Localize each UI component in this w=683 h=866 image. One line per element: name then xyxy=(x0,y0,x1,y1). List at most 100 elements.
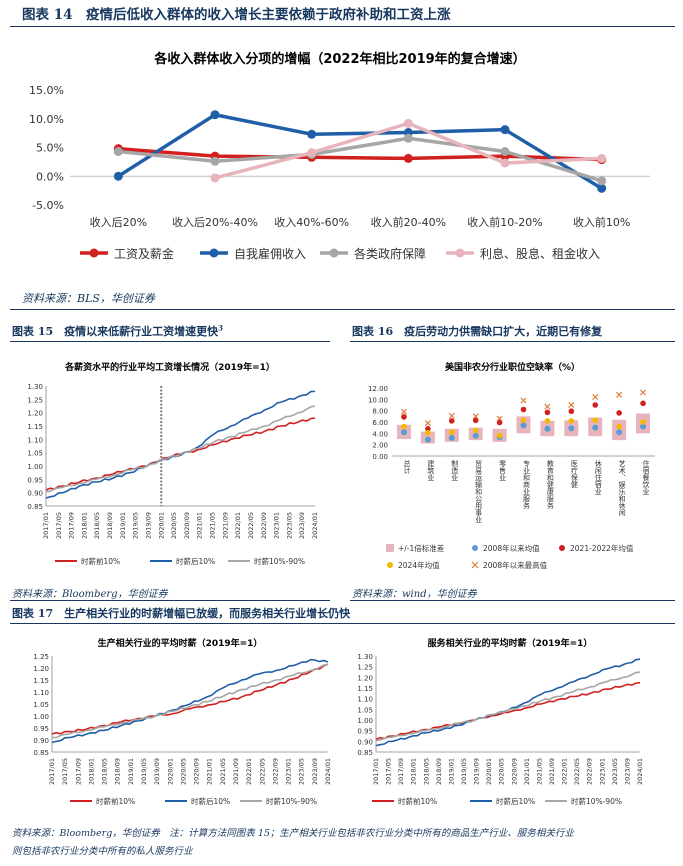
svg17b-x-tick-label: 2022/05 xyxy=(573,758,581,785)
svg15-series-line xyxy=(45,390,316,499)
fig14-legend-label: 自我雇佣收入 xyxy=(234,246,306,261)
fig16-mean-2008-point xyxy=(592,424,599,431)
svg17a-y-tick-label: 1.10 xyxy=(33,689,49,697)
fig17a-chart-title: 生产相关行业的平均时薪（2019年=1） xyxy=(97,639,263,649)
fig14-data-point xyxy=(500,158,510,168)
fig14-x-tick-label: 收入前10% xyxy=(573,215,630,229)
fig16-mean-2024-point xyxy=(496,432,503,439)
svg17b-y-tick-label: 1.10 xyxy=(357,696,373,704)
fig14-x-tick-label: 收入前20-40% xyxy=(371,215,446,229)
svg15-x-tick-label: 2022/05 xyxy=(247,512,255,539)
svg17b-x-tick-label: 2017/01 xyxy=(372,758,380,785)
fig16-max-marker xyxy=(640,389,647,396)
fig16-mean-2024-point xyxy=(425,429,431,436)
svg15-x-tick-label: 2020/09 xyxy=(183,512,191,539)
fig14-source: 资料来源：BLS，华创证券 xyxy=(22,292,155,305)
svg17b-x-tick-label: 2019/05 xyxy=(460,758,468,785)
svg17b-x-tick-label: 2019/01 xyxy=(447,758,455,785)
fig15-heading-sup: 3 xyxy=(218,323,224,333)
svg17a-x-tick-label: 2022/09 xyxy=(271,758,279,785)
svg15-x-tick-label: 2022/09 xyxy=(260,512,268,539)
fig16-mean-2008-point xyxy=(520,422,527,429)
svg17b-y-tick-label: 0.85 xyxy=(357,749,373,757)
svg15-x-tick-label: 2020/05 xyxy=(170,512,178,539)
svg17a-y-tick-label: 1.00 xyxy=(33,713,49,721)
svg17a-x-tick-label: 2021/01 xyxy=(206,758,214,785)
fig16-max-marker xyxy=(520,397,527,404)
svg17b-y-tick-label: 0.95 xyxy=(357,728,373,736)
svg17a-x-tick-label: 2023/05 xyxy=(298,758,306,785)
fig14-data-point xyxy=(113,171,123,181)
fig16-heading-rule xyxy=(350,341,675,342)
fig14-chart: 15.0% 10.0% 5.0% 0.0% -5.0% 收入后20% 收入后20%-40% 收… xyxy=(29,84,650,261)
svg15-x-tick-label: 2023/05 xyxy=(285,512,293,539)
fig16-mean-2021-point xyxy=(401,414,407,420)
fig16-mean-2024-point xyxy=(544,418,551,424)
svg15-x-tick-label: 2023/01 xyxy=(273,512,281,539)
svg17a-x-tick-label: 2020/05 xyxy=(179,758,187,785)
svg17a-x-tick-label: 2019/05 xyxy=(140,758,148,785)
fig16-y-tick-label: 4.00 xyxy=(372,430,388,438)
svg17b-y-tick-label: 1.15 xyxy=(357,685,373,693)
fig16-mean-2024-point xyxy=(448,429,455,435)
fig16-max-marker xyxy=(400,408,407,415)
fig16-mean-2008-point xyxy=(568,425,575,432)
svg15-x-tick-label: 2024/01 xyxy=(311,512,319,539)
svg15-y-tick-label: 1.15 xyxy=(27,423,43,431)
fig14-series-line xyxy=(117,112,603,190)
svg17a-x-tick-label: 2020/01 xyxy=(166,758,174,785)
svg17a-x-tick-label: 2020/09 xyxy=(193,758,201,785)
svg15-x-tick-label: 2021/09 xyxy=(221,512,229,539)
fig16-y-tick-label: 2.00 xyxy=(372,442,388,450)
fig15-source: 资料来源：Bloomberg，华创证券 xyxy=(12,589,168,600)
fig14-data-point xyxy=(403,118,413,128)
fig14-data-point xyxy=(500,147,510,157)
fig14-legend-marker xyxy=(455,248,465,258)
fig14-data-point xyxy=(113,147,123,157)
fig16-mean-2008-point xyxy=(616,429,623,436)
fig16-source-rule xyxy=(350,600,675,601)
svg15-y-tick-label: 1.05 xyxy=(27,450,43,458)
fig16-legend-marker xyxy=(559,545,565,551)
fig15-chart-title: 各薪资水平的行业平均工资增长情况（2019年=1） xyxy=(65,363,275,373)
svg15-x-tick-label: 2020/01 xyxy=(157,512,165,539)
svg15-y-tick-label: 1.00 xyxy=(27,463,43,471)
fig14-data-point xyxy=(500,125,510,135)
fig14-data-point xyxy=(597,176,607,186)
svg17a-x-tick-label: 2017/01 xyxy=(48,758,56,785)
svg17a-x-tick-label: 2021/05 xyxy=(219,758,227,785)
fig14-data-point xyxy=(210,110,220,120)
svg15-x-tick-label: 2021/01 xyxy=(196,512,204,539)
svg17a-x-tick-label: 2018/01 xyxy=(87,758,95,785)
svg15-y-tick-label: 0.95 xyxy=(27,476,43,484)
fig16-y-tick-label: 8.00 xyxy=(372,408,388,416)
svg17a-legend-label: 时薪10%-90% xyxy=(266,796,317,806)
svg17a-x-tick-label: 2019/09 xyxy=(153,758,161,785)
fig16-mean-2024-point xyxy=(520,417,527,424)
fig14-series-line xyxy=(118,136,603,183)
svg17a-y-tick-label: 0.85 xyxy=(33,749,49,757)
svg17b-legend-label: 时薪后10% xyxy=(496,796,535,806)
svg15-legend-label: 时薪后10% xyxy=(176,556,215,566)
fig16-max-marker xyxy=(592,394,599,401)
fig16-mean-2021-point xyxy=(496,419,503,426)
fig14-data-point xyxy=(307,148,317,158)
fig16-mean-2021-point xyxy=(472,417,479,424)
fig14-legend-marker xyxy=(209,248,219,258)
fig14-heading: 图表 14 疫情后低收入群体的收入增长主要依赖于政府补助和工资上涨 xyxy=(22,7,451,23)
svg15-x-tick-label: 2018/05 xyxy=(93,512,101,539)
svg17b-x-tick-label: 2021/05 xyxy=(535,758,543,785)
svg15-x-tick-label: 2017/05 xyxy=(55,512,63,539)
fig16-x-tick-label: 贸易运输和公用事业 xyxy=(475,459,483,523)
fig16-max-marker xyxy=(544,403,551,410)
svg17a-x-tick-label: 2022/01 xyxy=(245,758,253,785)
fig16-x-tick-label: 建筑业 xyxy=(427,459,435,481)
fig16-chart: 12.00 10.00 8.00 6.00 4.00 2.00 0.00 总计 建筑业 制造业 贸易… xyxy=(368,385,655,570)
svg17b-y-tick-label: 1.00 xyxy=(357,717,373,725)
svg17a-y-tick-label: 0.95 xyxy=(33,725,49,733)
fig14-data-point xyxy=(403,133,413,143)
svg17a-x-tick-label: 2018/05 xyxy=(101,758,109,785)
fig16-mean-2021-point xyxy=(544,409,551,416)
fig16-mean-2008-point xyxy=(424,436,431,443)
fig14-data-point xyxy=(597,183,607,193)
